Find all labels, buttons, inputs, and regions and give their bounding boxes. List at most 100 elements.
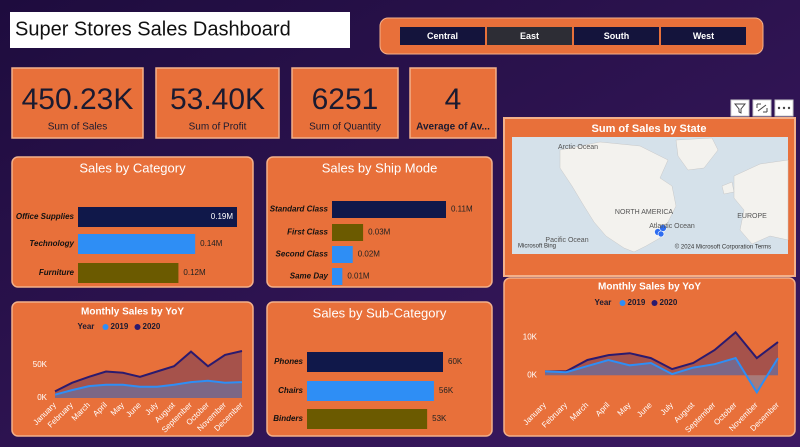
value-label: 0.14M xyxy=(200,239,223,248)
legend-label[interactable]: 2019 xyxy=(628,298,646,307)
category-label: Furniture xyxy=(39,268,75,277)
bar[interactable] xyxy=(307,381,434,401)
y-tick-label: 0K xyxy=(527,370,537,379)
category-label: Office Supplies xyxy=(16,212,75,221)
value-label: 56K xyxy=(439,386,454,395)
map-label: Microsoft Bing xyxy=(518,244,556,250)
slicer-button[interactable] xyxy=(661,27,746,45)
title-box xyxy=(10,12,350,48)
map-label: EUROPE xyxy=(737,213,767,220)
map-label: © 2024 Microsoft Corporation xyxy=(675,244,753,251)
bar[interactable] xyxy=(332,246,353,263)
value-label: 53K xyxy=(432,414,447,423)
kpi-value: 4 xyxy=(445,83,462,116)
category-label: Technology xyxy=(29,239,74,248)
value-label: 60K xyxy=(448,357,463,366)
series-line xyxy=(54,379,243,396)
category-label: Second Class xyxy=(276,250,329,259)
category-label: Chairs xyxy=(278,386,303,395)
map-label: Pacific Ocean xyxy=(545,237,588,244)
slicer-button[interactable] xyxy=(574,27,659,45)
series-line xyxy=(545,330,779,373)
legend-label[interactable]: 2019 xyxy=(111,322,129,331)
map-bubbles xyxy=(654,224,667,238)
bar[interactable] xyxy=(332,201,446,218)
bar[interactable] xyxy=(78,234,196,254)
legend-label[interactable]: 2020 xyxy=(143,322,161,331)
area-fill xyxy=(545,358,778,393)
iceland xyxy=(721,181,735,195)
chart-title: Sales by Sub-Category xyxy=(313,305,447,320)
category-label: Phones xyxy=(274,357,303,366)
map-title: Sum of Sales by State xyxy=(592,123,707,135)
legend-title: Year xyxy=(78,322,95,331)
bar[interactable] xyxy=(332,268,343,285)
bar[interactable] xyxy=(78,207,237,227)
category-label: Standard Class xyxy=(270,205,329,214)
value-label: 0.19M xyxy=(211,212,234,221)
y-tick-label: 10K xyxy=(523,332,538,341)
visual-toolbar xyxy=(730,99,794,117)
kpi-label: Sum of Profit xyxy=(189,122,247,133)
value-label: 0.02M xyxy=(358,250,381,259)
area-fill xyxy=(55,380,242,398)
bar[interactable] xyxy=(307,409,428,429)
chart-title: Monthly Sales by YoY xyxy=(598,282,701,293)
bar[interactable] xyxy=(332,224,364,241)
kpi-card xyxy=(11,67,144,139)
slicer-label: West xyxy=(693,31,714,41)
europe xyxy=(733,159,789,245)
value-label: 0.12M xyxy=(183,268,206,277)
chart-title: Monthly Sales by YoY xyxy=(81,307,184,318)
kpi-card xyxy=(409,67,497,139)
legend-marker xyxy=(651,300,658,306)
kpi-label: Sum of Quantity xyxy=(309,122,381,133)
category-label: First Class xyxy=(287,228,328,237)
legend-marker xyxy=(619,300,626,306)
map-label: Arctic Ocean xyxy=(558,144,598,151)
value-label: 0.11M xyxy=(451,205,473,214)
slicer-button[interactable] xyxy=(487,27,572,45)
chart-title: Sales by Category xyxy=(79,160,186,175)
kpi-label: Average of Av... xyxy=(416,122,490,133)
greenland xyxy=(675,137,719,171)
legend-marker xyxy=(134,324,141,330)
kpi-value: 53.40K xyxy=(170,83,265,116)
legend-label[interactable]: 2020 xyxy=(660,298,678,307)
filter-icon[interactable] xyxy=(730,99,750,117)
map-label: Terms xyxy=(755,245,771,251)
north-america xyxy=(559,141,677,253)
bar[interactable] xyxy=(307,352,443,372)
slicer-label: Central xyxy=(427,31,458,41)
series-line xyxy=(54,350,243,393)
kpi-card xyxy=(291,67,399,139)
area-fill xyxy=(545,332,778,376)
y-tick-label: 50K xyxy=(33,360,48,369)
kpi-value: 450.23K xyxy=(22,83,134,116)
focus-glyph xyxy=(756,103,768,113)
slicer-label: South xyxy=(604,31,630,41)
map-label: Atlantic Ocean xyxy=(649,223,695,230)
slicer-button[interactable] xyxy=(400,27,485,45)
map-label: NORTH AMERICA xyxy=(615,209,674,216)
state-bubble[interactable] xyxy=(657,230,665,238)
map-land xyxy=(559,137,789,253)
legend-marker xyxy=(102,324,109,330)
chart-title: Sales by Ship Mode xyxy=(322,160,438,175)
chart-panel xyxy=(266,156,493,288)
category-label: Same Day xyxy=(290,272,329,281)
category-label: Binders xyxy=(273,414,303,423)
legend-title: Year xyxy=(595,298,612,307)
value-label: 0.03M xyxy=(368,228,391,237)
bar[interactable] xyxy=(78,263,179,283)
funnel xyxy=(733,103,747,114)
kpi-card xyxy=(155,67,280,139)
value-label: 0.01M xyxy=(347,272,370,281)
kpi-value: 6251 xyxy=(312,83,379,116)
dashboard-title: Super Stores Sales Dashboard xyxy=(15,18,291,40)
kpi-label: Sum of Sales xyxy=(48,122,107,133)
y-tick-label: 0K xyxy=(37,393,47,402)
chart-panel xyxy=(11,301,254,437)
